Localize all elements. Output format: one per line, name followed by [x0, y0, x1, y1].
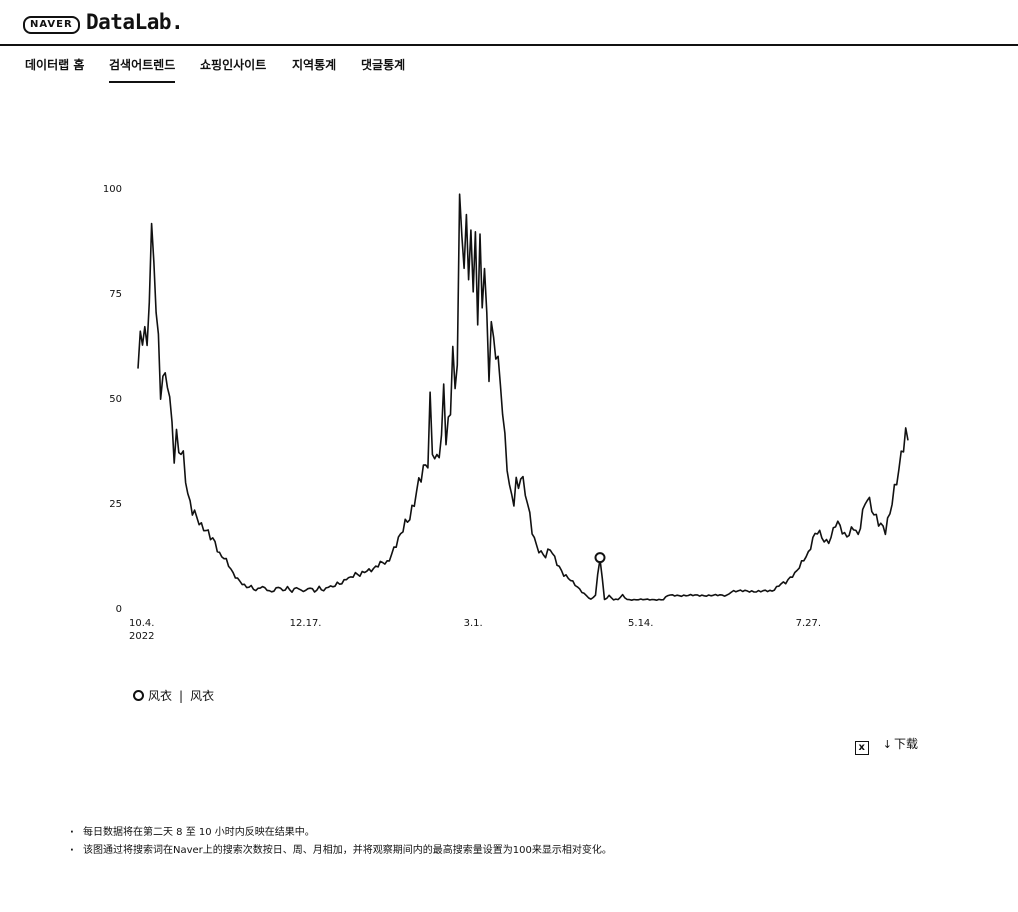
x-tick-sublabel: 2022 [129, 631, 154, 642]
notes-list: 每日数据将在第二天 8 至 10 小时内反映在结果中。 该图通过将搜索词在Nav… [70, 824, 970, 860]
y-tick-label: 0 [116, 604, 122, 615]
download-label: 下载 [893, 737, 918, 751]
legend-separator: | [179, 689, 184, 703]
chart-legend: 风衣 | 风衣 [133, 688, 214, 704]
tab-comment-stats[interactable]: 댓글통계 [361, 58, 406, 72]
y-tick-label: 75 [109, 289, 122, 300]
excel-icon[interactable]: x [854, 741, 869, 755]
x-tick-label: 12.17. [290, 618, 322, 629]
y-tick-label: 100 [103, 184, 122, 195]
y-tick-label: 25 [109, 499, 122, 510]
x-tick-label: 3.1. [464, 618, 483, 629]
tab-shopping-insight[interactable]: 쇼핑인사이트 [200, 58, 267, 72]
legend-marker-icon[interactable] [133, 690, 144, 701]
x-tick-label: 7.27. [796, 618, 821, 629]
trend-chart-svg: 0 25 50 75 100 10.4. 2022 12.17. 3.1. 5.14. 7.27. [103, 184, 909, 642]
legend-item-label-secondary[interactable]: 风衣 [190, 689, 215, 703]
tab-datalab-home[interactable]: 데이터랩 홈 [25, 58, 85, 72]
nav-tabs: 데이터랩 홈 검색어트렌드 쇼핑인사이트 지역통계 댓글통계 [0, 56, 1018, 86]
y-tick-label: 50 [109, 394, 122, 405]
header: NAVER DataLab. [0, 0, 1018, 46]
download-button[interactable]: ↓ 下载 [883, 737, 918, 751]
note-item: 每日数据将在第二天 8 至 10 小时内反映在结果中。 [70, 824, 970, 842]
x-tick-label: 5.14. [628, 618, 653, 629]
highlight-point[interactable] [594, 552, 606, 564]
trend-chart: 0 25 50 75 100 10.4. 2022 12.17. 3.1. 5.14. 7.27. [0, 170, 1018, 650]
x-tick-label: 10.4. [129, 618, 154, 629]
download-icon: ↓ [882, 738, 892, 751]
series-line[interactable] [137, 193, 909, 601]
legend-item-label[interactable]: 风衣 [148, 689, 173, 703]
tab-search-trend[interactable]: 검색어트렌드 [109, 58, 176, 83]
note-item: 该图通过将搜索词在Naver上的搜索次数按日、周、月相加，并将观察期间内的最高搜… [70, 842, 970, 860]
datalab-logo[interactable]: DataLab. [86, 10, 184, 34]
tab-region-stats[interactable]: 지역통계 [292, 58, 337, 72]
naver-logo[interactable]: NAVER [23, 16, 80, 34]
chart-tools: x ↓ 下载 [854, 736, 918, 755]
